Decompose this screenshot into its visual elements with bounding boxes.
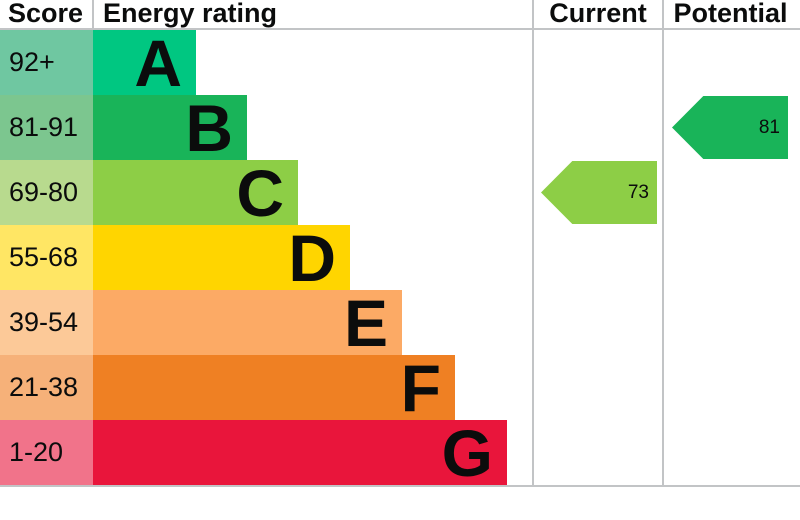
band-row-b: 81-91 B xyxy=(0,90,533,165)
divider-current-potential xyxy=(662,0,664,487)
band-letter-f: F xyxy=(400,350,441,425)
band-bar-c: C xyxy=(93,155,298,230)
score-range-f: 21-38 xyxy=(0,355,93,420)
band-bar-d: D xyxy=(93,220,350,295)
band-letter-e: E xyxy=(343,285,388,360)
divider-current-left xyxy=(532,0,534,487)
band-letter-b: B xyxy=(185,90,233,165)
band-row-e: 39-54 E xyxy=(0,285,533,360)
chart-header-row: Score Energy rating Current Potential xyxy=(0,0,800,28)
band-bar-f: F xyxy=(93,350,455,425)
band-letter-d: D xyxy=(288,220,336,295)
potential-column-header: Potential xyxy=(673,0,788,28)
band-letter-c: C xyxy=(236,155,284,230)
band-letter-a: A xyxy=(134,25,182,100)
energy-rating-column-header: Energy rating xyxy=(103,0,278,28)
potential-rating-arrow: 81 xyxy=(672,96,788,159)
score-column-header: Score xyxy=(8,0,84,28)
band-bar-a: A xyxy=(93,25,196,100)
potential-rating-value: 81 xyxy=(758,116,780,138)
band-row-d: 55-68 D xyxy=(0,220,533,295)
band-row-f: 21-38 F xyxy=(0,350,533,425)
score-range-a: 92+ xyxy=(0,30,93,95)
score-range-d: 55-68 xyxy=(0,225,93,290)
score-range-c: 69-80 xyxy=(0,160,93,225)
band-bar-b: B xyxy=(93,90,247,165)
score-range-e: 39-54 xyxy=(0,290,93,355)
rating-bands: 92+ A 81-91 B 69-80 C 55-68 D 39-54 xyxy=(0,25,533,490)
band-row-c: 69-80 C xyxy=(0,155,533,230)
divider-score-rating xyxy=(92,0,94,28)
current-column-header: Current xyxy=(549,0,647,28)
score-range-b: 81-91 xyxy=(0,95,93,160)
current-rating-value: 73 xyxy=(627,181,649,203)
chart-bottom-line xyxy=(0,485,800,487)
band-row-g: 1-20 G xyxy=(0,415,533,490)
band-bar-g: G xyxy=(93,415,507,490)
score-range-g: 1-20 xyxy=(0,420,93,485)
header-underline xyxy=(0,28,800,30)
band-letter-g: G xyxy=(441,415,493,490)
band-row-a: 92+ A xyxy=(0,25,533,100)
current-rating-arrow: 73 xyxy=(541,161,657,224)
band-bar-e: E xyxy=(93,285,402,360)
